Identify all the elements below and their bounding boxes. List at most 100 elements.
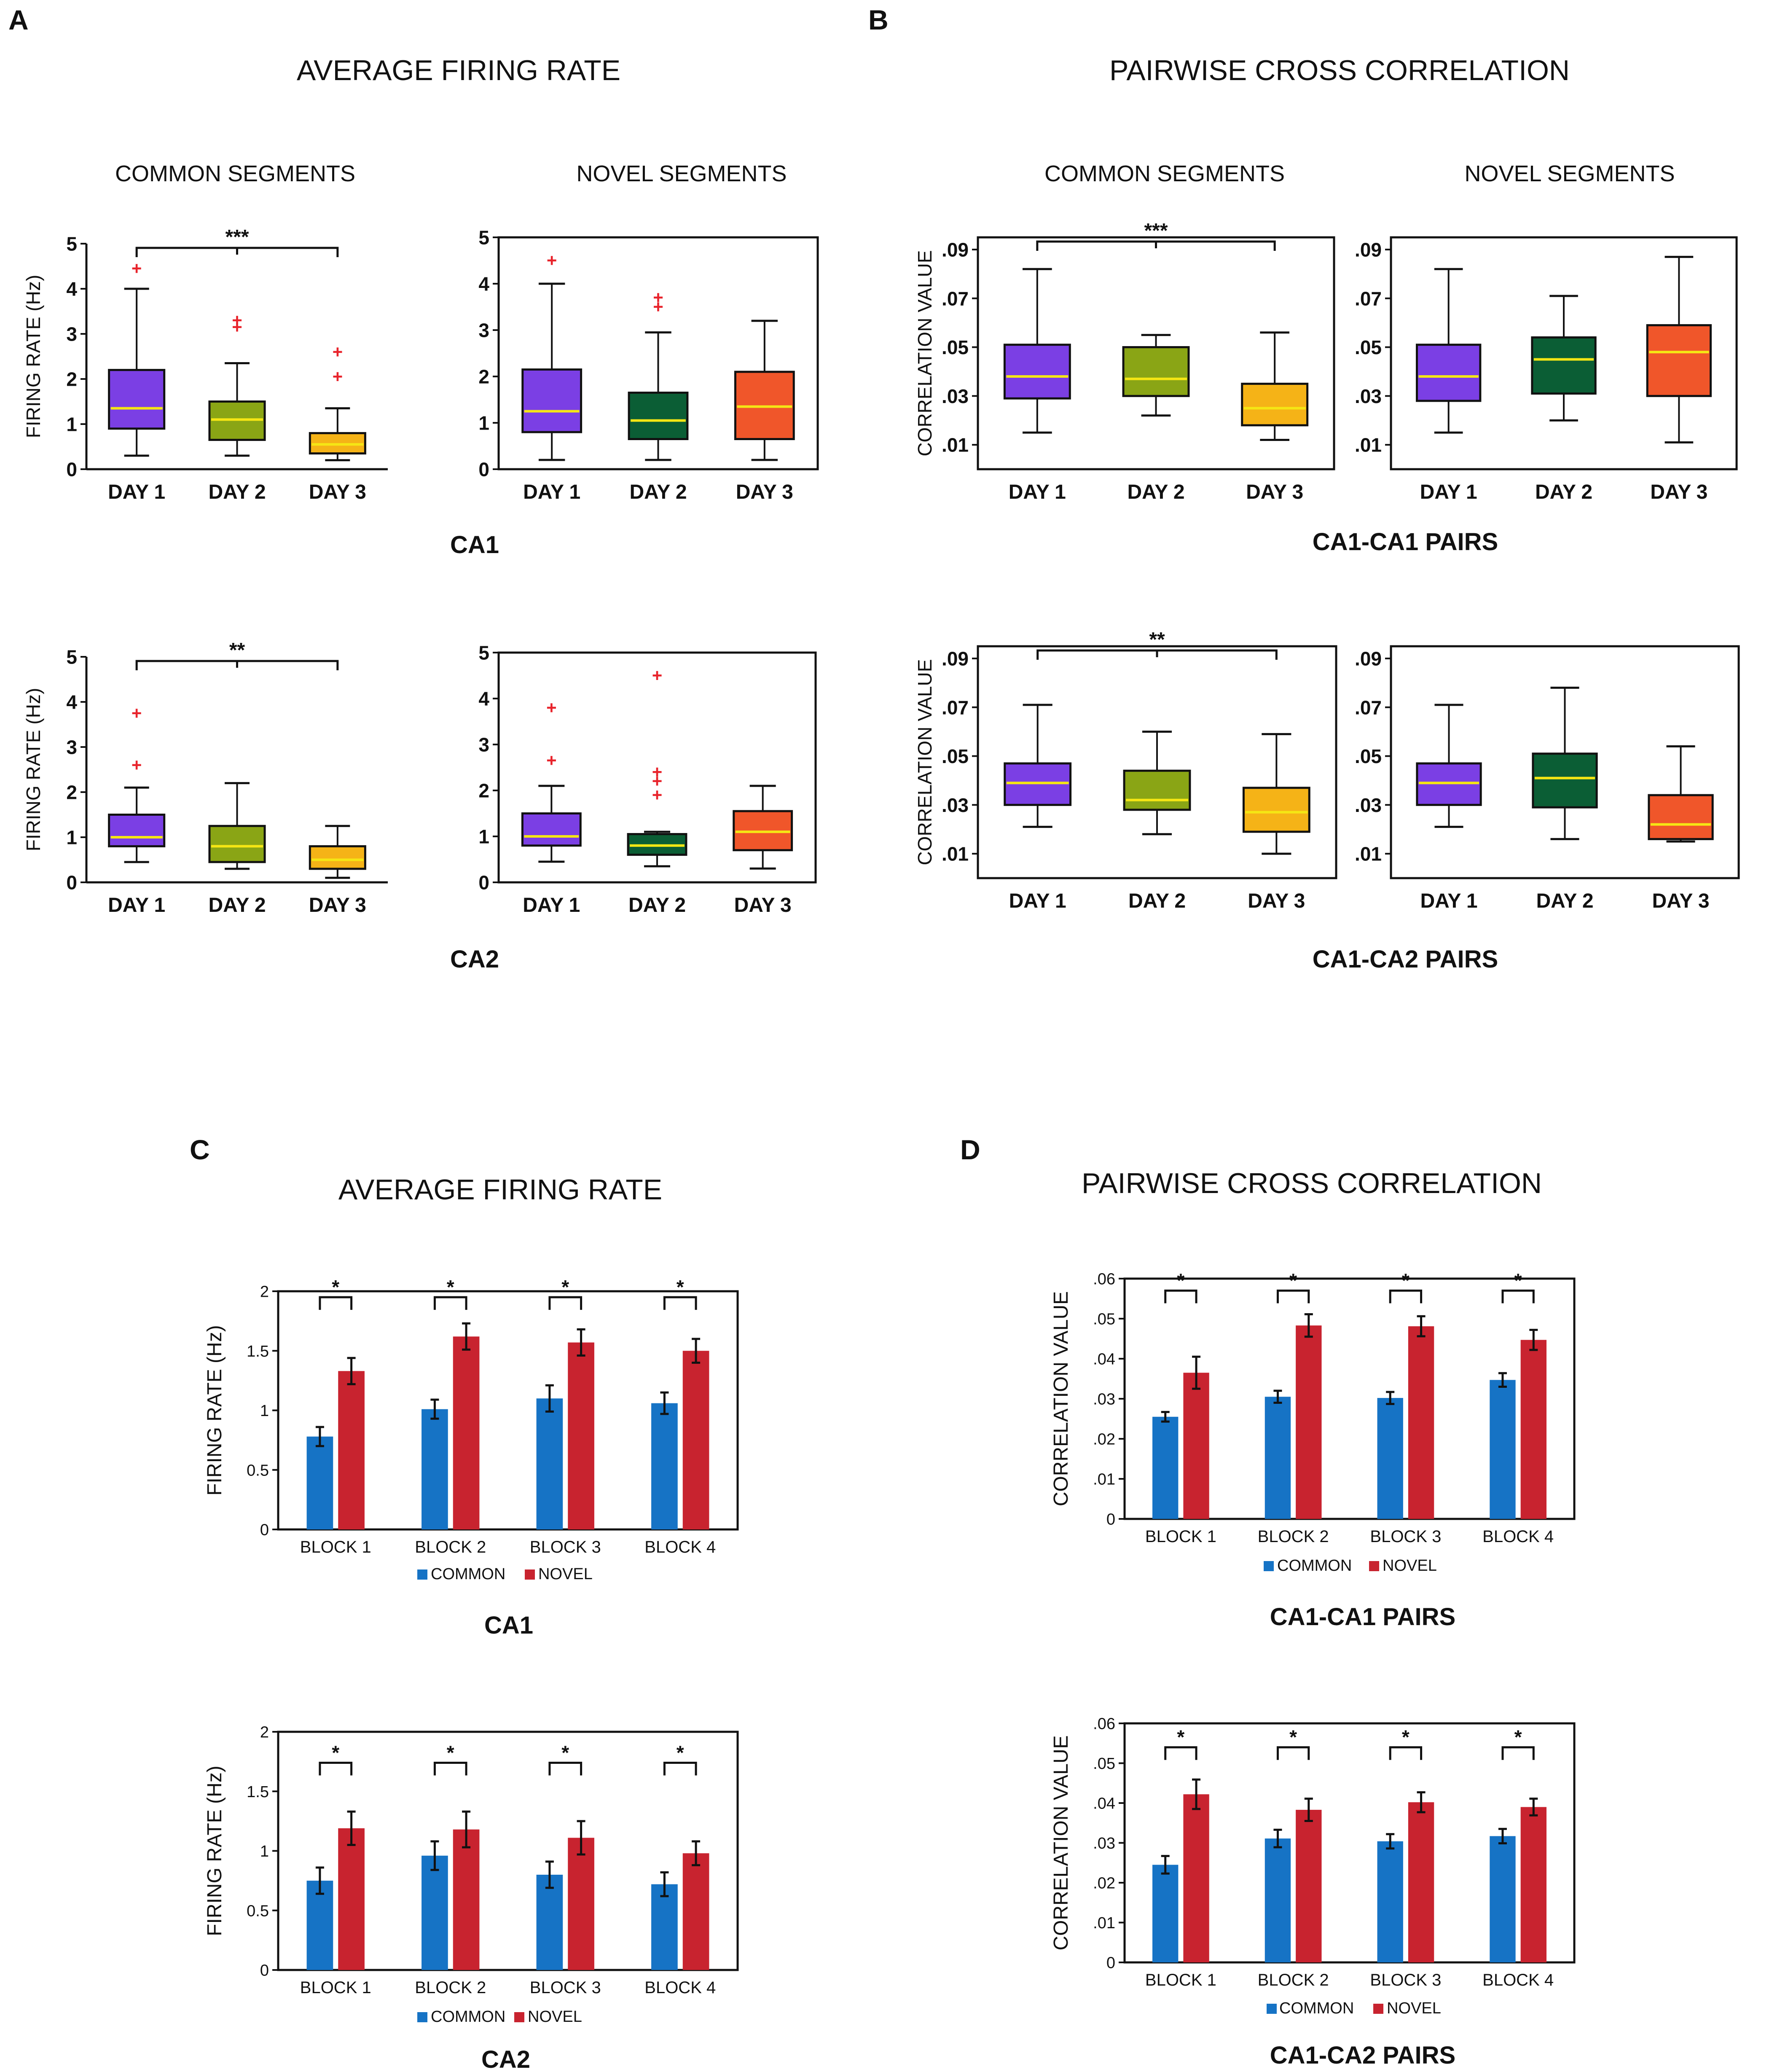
significance-star: * bbox=[447, 1741, 454, 1763]
subhead-a-common: COMMON SEGMENTS bbox=[115, 161, 355, 186]
bar-novel bbox=[568, 1838, 594, 1970]
bar-novel bbox=[682, 1351, 709, 1529]
y-tick-label: 0 bbox=[478, 872, 489, 894]
significance-bracket bbox=[1501, 1290, 1535, 1303]
x-category-label: BLOCK 4 bbox=[644, 1978, 716, 1997]
y-tick-label: .03 bbox=[1093, 1835, 1115, 1852]
legend-swatch-common bbox=[1267, 2004, 1277, 2014]
significance-bracket bbox=[319, 1761, 353, 1776]
bar-common bbox=[422, 1855, 448, 1970]
significance-bracket bbox=[1501, 1746, 1535, 1760]
plot-frame bbox=[497, 651, 817, 884]
bar-common bbox=[1490, 1836, 1516, 1962]
legend-swatch-novel bbox=[1369, 1561, 1379, 1571]
y-tick-label: 1 bbox=[66, 827, 77, 849]
subhead-a-novel: NOVEL SEGMENTS bbox=[576, 161, 787, 186]
outlier-marker: + bbox=[652, 771, 663, 791]
y-tick-label: 0 bbox=[260, 1962, 269, 1980]
significance-bracket bbox=[1389, 1746, 1423, 1760]
y-tick-label: 1 bbox=[66, 414, 77, 435]
significance-bracket bbox=[433, 1761, 467, 1776]
y-tick-label: 2 bbox=[478, 780, 489, 802]
x-category-label: BLOCK 4 bbox=[1482, 1527, 1554, 1546]
significance-star: * bbox=[561, 1741, 569, 1763]
y-tick-label: .07 bbox=[942, 696, 969, 718]
y-tick-label: .02 bbox=[1093, 1431, 1115, 1449]
region-label-d-ca1: CA1-CA1 PAIRS bbox=[1270, 1603, 1455, 1631]
bar-novel bbox=[1183, 1373, 1209, 1519]
box bbox=[1241, 382, 1309, 427]
y-tick-label: 1 bbox=[478, 826, 489, 848]
y-tick-label: .06 bbox=[1093, 1715, 1115, 1733]
region-label-b-ca1: CA1-CA1 PAIRS bbox=[1313, 528, 1498, 556]
outlier-marker: + bbox=[546, 750, 557, 770]
significance-bracket bbox=[663, 1296, 697, 1310]
box bbox=[521, 812, 582, 847]
x-category-label: DAY 1 bbox=[523, 894, 580, 916]
box bbox=[1416, 344, 1482, 402]
y-tick-label: 0 bbox=[66, 459, 77, 481]
y-tick-label: 2 bbox=[66, 782, 77, 804]
barchart-d-ca1: 0 .01 .02 .03 .04 .05 .06 CORRELATION VALUE BLOC… bbox=[1050, 1270, 1576, 1546]
x-category-label: DAY 1 bbox=[108, 481, 165, 503]
region-label-a-ca2: CA2 bbox=[450, 946, 499, 973]
significance-star: * bbox=[677, 1741, 684, 1763]
significance-stars: *** bbox=[225, 226, 249, 248]
x-category-label: DAY 3 bbox=[736, 481, 793, 503]
boxplot-b-ca2-common: .01 .03 .05 .07 .09 CORRELATION VALUE DAY 1 DAY… bbox=[914, 629, 1337, 912]
bar-novel bbox=[1520, 1340, 1546, 1519]
x-category-label: DAY 3 bbox=[734, 894, 792, 916]
y-tick-label: 0 bbox=[66, 872, 77, 894]
barchart-c-ca1: 0 0.5 1 1.5 2 FIRING RATE (Hz) BLOCK 1 BLOCK 2 B… bbox=[204, 1276, 739, 1556]
bar-common bbox=[536, 1398, 563, 1529]
y-tick-label: 3 bbox=[66, 736, 77, 758]
significance-bracket bbox=[135, 660, 339, 670]
box bbox=[521, 368, 583, 433]
y-tick-label: 2 bbox=[66, 368, 77, 390]
y-tick-label: .03 bbox=[1355, 794, 1382, 816]
x-category-label: BLOCK 3 bbox=[1370, 1971, 1441, 1989]
y-tick-label: .01 bbox=[942, 843, 969, 865]
legend-label-novel: NOVEL bbox=[538, 1565, 593, 1583]
outlier-marker: + bbox=[333, 367, 343, 387]
legend-c-ca1: COMMON NOVEL bbox=[417, 1565, 593, 1583]
significance-star: * bbox=[332, 1276, 339, 1298]
y-tick-label: 4 bbox=[66, 691, 77, 713]
region-label-a-ca1: CA1 bbox=[450, 531, 499, 559]
y-axis-label: FIRING RATE (Hz) bbox=[204, 1325, 226, 1495]
legend-label-common: COMMON bbox=[1277, 1557, 1352, 1575]
bar-common bbox=[536, 1875, 563, 1970]
bar-common bbox=[422, 1409, 448, 1529]
bar-novel bbox=[1408, 1326, 1434, 1519]
significance-bracket bbox=[1164, 1290, 1197, 1303]
legend-label-common: COMMON bbox=[431, 1565, 505, 1583]
significance-star: * bbox=[447, 1276, 454, 1298]
y-tick-label: .03 bbox=[942, 794, 969, 816]
y-tick-label: 1.5 bbox=[247, 1783, 269, 1801]
x-category-label: DAY 3 bbox=[1248, 890, 1305, 912]
box bbox=[1648, 794, 1714, 840]
x-category-label: BLOCK 2 bbox=[415, 1538, 486, 1556]
y-axis-label: FIRING RATE (Hz) bbox=[22, 688, 44, 852]
significance-bracket bbox=[663, 1761, 697, 1776]
region-label-d-ca2: CA1-CA2 PAIRS bbox=[1270, 2042, 1455, 2069]
y-tick-label: 0.5 bbox=[247, 1902, 269, 1920]
x-category-label: BLOCK 4 bbox=[644, 1538, 716, 1556]
significance-bracket bbox=[1036, 649, 1278, 660]
legend-label-novel: NOVEL bbox=[1383, 1557, 1437, 1575]
y-tick-label: .03 bbox=[942, 385, 969, 407]
bar-common bbox=[306, 1436, 333, 1529]
y-tick-label: .05 bbox=[1093, 1755, 1115, 1773]
legend-label-novel: NOVEL bbox=[528, 2008, 582, 2026]
y-tick-label: .01 bbox=[1093, 1471, 1115, 1489]
y-tick-label: .09 bbox=[1355, 239, 1382, 261]
panel-title-c: AVERAGE FIRING RATE bbox=[338, 1174, 662, 1206]
bar-common bbox=[306, 1881, 333, 1970]
outlier-marker: + bbox=[652, 666, 663, 685]
significance-star: * bbox=[1177, 1726, 1184, 1748]
y-axis-label: CORRELATION VALUE bbox=[914, 659, 936, 865]
x-category-label: BLOCK 1 bbox=[300, 1538, 371, 1556]
bar-common bbox=[1265, 1838, 1291, 1962]
